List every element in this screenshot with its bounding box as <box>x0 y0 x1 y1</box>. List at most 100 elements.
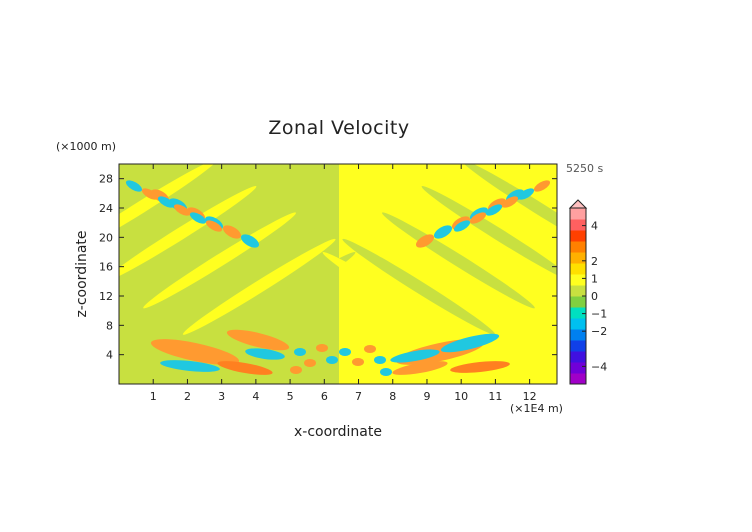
x-axis: 1 2 3 4 5 6 7 8 9 10 11 12 <box>150 164 537 403</box>
velocity-lobe <box>401 199 555 296</box>
velocity-lobe <box>141 188 159 200</box>
velocity-lobe <box>469 212 487 224</box>
y-unit-label: (×1000 m) <box>56 140 116 153</box>
velocity-lobe <box>150 339 240 365</box>
velocity-lobe <box>160 360 220 372</box>
colorbar-swatch <box>570 307 586 319</box>
y-axis-label: z-coordinate <box>74 230 90 317</box>
colorbar-swatch <box>570 230 586 242</box>
velocity-lobe <box>382 212 535 309</box>
colorbar-tick-label: −4 <box>591 360 607 373</box>
y-tick-label: 20 <box>99 231 113 244</box>
x-tick-label: 6 <box>321 390 328 403</box>
velocity-lobe <box>202 252 356 348</box>
velocity-lobe <box>163 225 316 322</box>
velocity-lobe <box>290 366 302 374</box>
velocity-lobe <box>501 196 519 208</box>
y-tick-label: 28 <box>99 173 113 186</box>
velocity-lobe <box>316 344 328 352</box>
colorbar-swatch <box>570 208 586 220</box>
velocity-lobe <box>119 164 217 256</box>
velocity-lobe <box>342 238 496 335</box>
plot-area <box>119 164 557 384</box>
velocity-lobe <box>461 164 557 256</box>
x-tick-label: 4 <box>252 390 259 403</box>
colorbar-extend-max <box>568 199 588 209</box>
velocity-lobe <box>245 348 285 360</box>
velocity-lobe <box>322 252 476 348</box>
velocity-lobe <box>173 204 191 216</box>
velocity-lobe <box>339 348 351 356</box>
velocity-lobe <box>517 188 535 200</box>
x-tick-label: 1 <box>150 390 157 403</box>
x-tick-label: 7 <box>355 390 362 403</box>
velocity-lobe <box>380 368 392 376</box>
x-tick-label: 5 <box>287 390 294 403</box>
colorbar-swatch <box>570 274 586 286</box>
velocity-lobe <box>222 225 242 239</box>
velocity-lobe <box>453 220 471 232</box>
velocity-lobe <box>450 361 510 373</box>
y-tick-label: 8 <box>106 319 113 332</box>
colorbar-swatch <box>570 241 586 253</box>
x-tick-label: 8 <box>389 390 396 403</box>
x-tick-label: 9 <box>423 390 430 403</box>
velocity-lobe <box>119 164 197 243</box>
colorbar-tick-label: 0 <box>591 290 598 303</box>
x-tick-label: 11 <box>488 390 502 403</box>
velocity-lobe <box>119 172 237 269</box>
colorbar-swatch <box>570 296 586 308</box>
velocity-lobe <box>415 234 435 248</box>
x-unit-label: (×1E4 m) <box>510 402 563 415</box>
colorbar: 4 2 1 0 −1 −2 −4 <box>568 199 607 385</box>
velocity-lobe <box>240 234 260 248</box>
velocity-lobe <box>441 172 557 269</box>
velocity-lobes <box>119 164 557 376</box>
x-tick-label: 2 <box>184 390 191 403</box>
velocity-lobe <box>123 199 277 296</box>
colorbar-tick-label: 2 <box>591 255 598 268</box>
velocity-lobe <box>533 180 551 192</box>
colorbar-swatch <box>570 219 586 231</box>
x-tick-label: 12 <box>523 390 537 403</box>
velocity-lobe <box>440 333 500 353</box>
y-tick-label: 4 <box>106 349 113 362</box>
velocity-lobe <box>125 180 143 192</box>
colorbar-swatch <box>570 340 586 352</box>
velocity-lobe <box>304 359 316 367</box>
chart-title: Zonal Velocity <box>268 117 409 139</box>
velocity-lobe <box>374 356 386 364</box>
colorbar-swatch <box>570 263 586 275</box>
velocity-lobe <box>189 212 207 224</box>
velocity-lobe <box>421 186 557 282</box>
velocity-lobe <box>294 348 306 356</box>
velocity-lobe <box>390 349 440 363</box>
colorbar-tick-label: 1 <box>591 272 598 285</box>
velocity-lobe <box>119 186 257 282</box>
y-tick-label: 12 <box>99 290 113 303</box>
velocity-lobe <box>362 225 515 322</box>
velocity-lobe <box>143 212 296 309</box>
y-tick-label: 16 <box>99 261 113 274</box>
velocity-lobe <box>205 220 223 232</box>
y-tick-label: 24 <box>99 202 113 215</box>
velocity-lobe <box>217 361 273 375</box>
velocity-lobe <box>433 225 453 239</box>
plot-frame <box>118 163 558 385</box>
y-axis: 4 8 12 16 20 24 28 <box>99 173 557 362</box>
colorbar-swatch <box>570 329 586 341</box>
colorbar-tick-label: 4 <box>591 220 598 233</box>
colorbar-swatch <box>570 351 586 363</box>
colorbar-swatch <box>570 362 586 374</box>
x-axis-label: x-coordinate <box>294 424 382 440</box>
velocity-lobe <box>182 238 336 335</box>
velocity-lobe <box>226 329 290 351</box>
velocity-lobe <box>481 164 557 243</box>
colorbar-swatch <box>570 252 586 264</box>
velocity-lobe <box>352 358 364 366</box>
colorbar-tick-label: −2 <box>591 325 607 338</box>
time-label: 5250 s <box>566 162 603 175</box>
velocity-lobe <box>326 356 338 364</box>
x-tick-label: 10 <box>454 390 468 403</box>
